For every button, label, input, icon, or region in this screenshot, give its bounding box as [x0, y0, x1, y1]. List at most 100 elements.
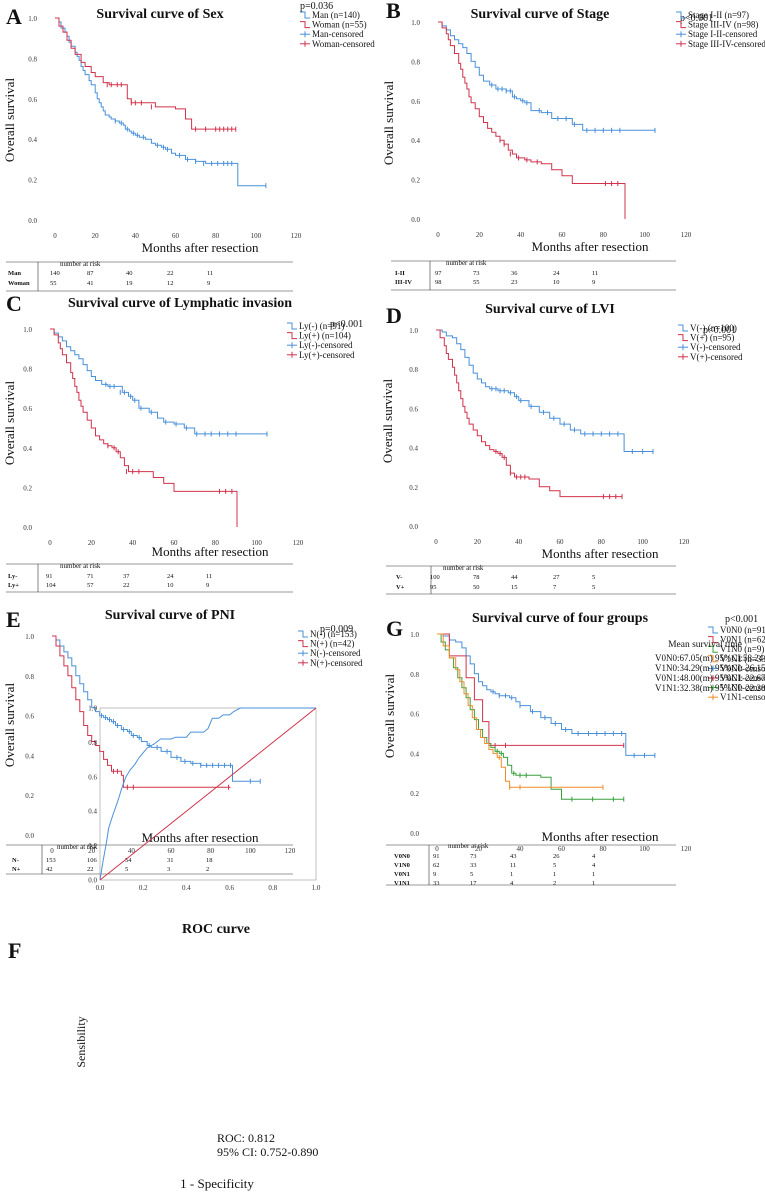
y-axis-label: Overall survival — [381, 81, 396, 166]
risk-table-label: number at risk — [60, 260, 101, 268]
risk-value: 37 — [123, 573, 130, 580]
x-tick-label: 40 — [128, 847, 136, 855]
y-tick-label: 0.4 — [23, 445, 32, 453]
survival-curve-1 — [52, 635, 261, 782]
annotation-line: V0N0:67.05(m) 95%CI:58.24-75.86 — [655, 653, 765, 663]
risk-value: 2 — [553, 880, 556, 887]
risk-value: 54 — [125, 857, 132, 864]
y-tick-label: 1.0 — [23, 326, 32, 334]
chart-title: Survival curve of PNI — [105, 608, 235, 623]
risk-value: 27 — [553, 574, 560, 581]
survival-curve-2 — [436, 329, 622, 498]
y-tick-label: 0.6 — [88, 773, 97, 781]
panel-letter: G — [386, 616, 403, 641]
x-tick-label: 20 — [88, 847, 96, 855]
y-tick-label: 0.8 — [410, 671, 419, 679]
x-tick-label: 100 — [639, 231, 650, 239]
x-tick-label: 0 — [53, 232, 57, 240]
risk-table-label: number at risk — [443, 564, 484, 572]
risk-row-name: V0N0 — [394, 853, 410, 860]
risk-value: 91 — [433, 853, 440, 860]
x-tick-label: 40 — [517, 845, 525, 853]
x-tick-label: 60 — [558, 845, 566, 853]
risk-value: 5 — [592, 584, 595, 591]
risk-value: 18 — [206, 857, 213, 864]
panel-letter: F — [8, 938, 21, 963]
legend-swatch — [678, 324, 688, 332]
x-tick-label: 0 — [48, 539, 52, 547]
x-tick-label: 60 — [168, 847, 176, 855]
x-axis-label: Months after resection — [542, 829, 659, 844]
p-value: p=0.036 — [300, 1, 333, 12]
x-tick-label: 0.8 — [268, 884, 277, 892]
y-tick-label: 0.8 — [409, 366, 418, 374]
y-tick-label: 1.0 — [411, 19, 420, 27]
chart-title: Survival curve of Lymphatic invasion — [68, 296, 292, 311]
reference-line — [99, 707, 317, 881]
y-tick-label: 0.0 — [25, 832, 34, 840]
risk-value: 1 — [592, 880, 595, 887]
panel-D: D Survival curve of LVI p<0.001 Overall sur… — [380, 302, 743, 595]
x-tick-label: 0.0 — [96, 884, 105, 892]
x-tick-label: 40 — [515, 538, 523, 546]
roc-annotation: 95% CI: 0.752-0.890 — [217, 1145, 318, 1159]
y-tick-label: 0.2 — [88, 842, 97, 850]
y-tick-label: 0.0 — [410, 830, 419, 838]
y-tick-label: 0.8 — [88, 739, 97, 747]
panel-B: B Survival curve of Stage p<0.001 Overall s… — [381, 0, 765, 291]
y-tick-label: 0.6 — [28, 96, 37, 104]
risk-row-name: Man — [8, 270, 21, 277]
risk-value: 33 — [433, 880, 440, 887]
legend-entry: Man (n=140) — [312, 10, 360, 20]
x-tick-label: 80 — [212, 232, 220, 240]
panel-E: E Survival curve of PNI p=0.009 Overall sur… — [2, 607, 363, 875]
y-tick-label: 0.2 — [411, 177, 420, 185]
panel-C: C Survival curve of Lymphatic invasion p<0… — [2, 291, 363, 593]
x-tick-label: 60 — [171, 539, 179, 547]
y-axis-label: Overall survival — [2, 381, 17, 466]
risk-value: 36 — [511, 270, 518, 277]
risk-value: 4 — [592, 853, 596, 860]
risk-value: 22 — [167, 270, 174, 277]
risk-value: 9 — [592, 279, 595, 286]
legend-entry: Woman-censored — [312, 39, 375, 49]
legend-entry: V0N1-censored — [720, 673, 765, 683]
x-tick-label: 80 — [600, 231, 608, 239]
x-tick-label: 120 — [681, 845, 692, 853]
y-tick-label: 0.8 — [411, 58, 420, 66]
survival-curve-1 — [55, 17, 266, 187]
y-tick-label: 0.0 — [411, 216, 420, 224]
risk-value: 57 — [87, 582, 94, 589]
legend-entry: Man-censored — [312, 29, 364, 39]
risk-value: 50 — [473, 584, 480, 591]
p-value: p<0.001 — [680, 13, 713, 24]
survival-curve-2 — [50, 328, 238, 527]
risk-value: 24 — [553, 270, 560, 277]
risk-value: 95 — [430, 584, 437, 591]
legend-entry: V(+) (n=95) — [690, 333, 734, 343]
y-tick-label: 1.0 — [409, 327, 418, 335]
x-tick-label: 1.0 — [312, 884, 321, 892]
y-tick-label: 0.6 — [23, 405, 32, 413]
x-tick-label: 120 — [293, 539, 304, 547]
x-tick-label: 100 — [251, 232, 262, 240]
panel-G: G Survival curve of four groups p<0.001 Ove… — [382, 611, 765, 887]
chart-title: ROC curve — [182, 922, 250, 937]
risk-value: 87 — [87, 270, 94, 277]
panel-A: A Survival curve of Sex p=0.036 Overall sur… — [2, 1, 375, 292]
y-tick-label: 1.0 — [28, 15, 37, 23]
risk-table-label: number at risk — [60, 562, 101, 570]
legend-swatch — [676, 11, 686, 19]
survival-curve-4 — [437, 633, 603, 788]
x-tick-label: 100 — [245, 847, 256, 855]
legend-swatch — [708, 655, 718, 663]
legend-entry: V(-) (n=100) — [690, 323, 737, 333]
panel-letter: C — [6, 291, 22, 316]
chart-title: Survival curve of Stage — [471, 7, 610, 22]
panel-letter: E — [6, 607, 21, 632]
y-tick-label: 0.6 — [410, 711, 419, 719]
risk-value: 44 — [511, 574, 518, 581]
x-tick-label: 120 — [291, 232, 302, 240]
x-tick-label: 60 — [557, 538, 565, 546]
roc-curve — [99, 707, 316, 881]
